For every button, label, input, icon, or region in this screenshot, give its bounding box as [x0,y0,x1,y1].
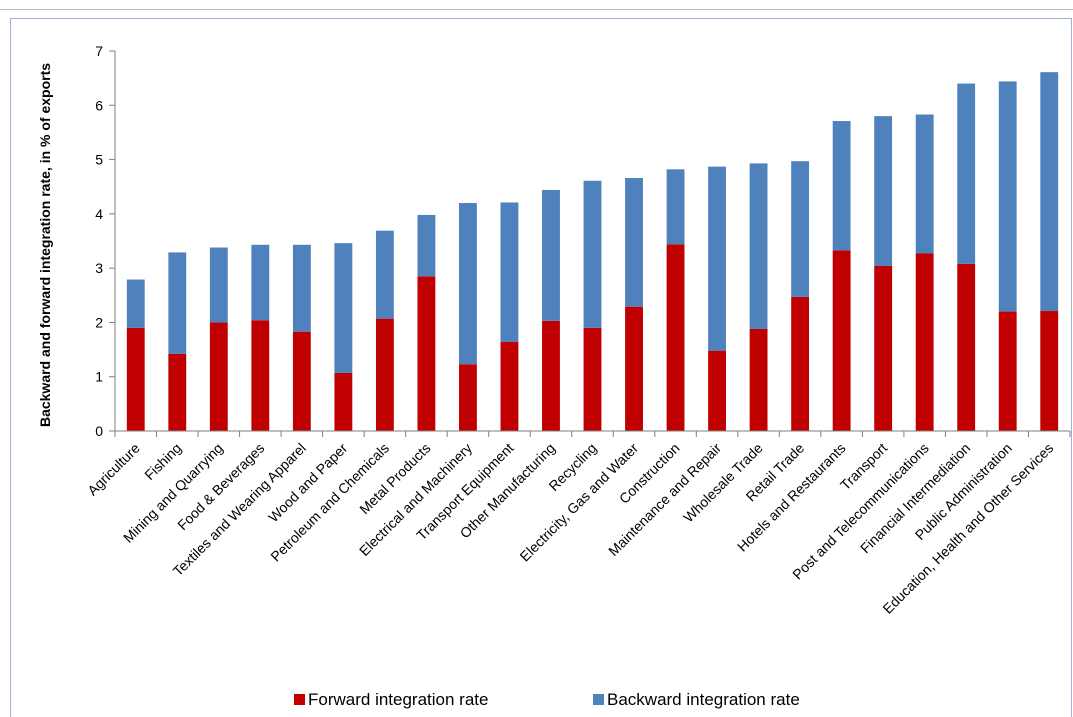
y-axis-label: Backward and forward integration rate, i… [37,63,53,427]
bar-backward [251,244,270,321]
bar-backward [998,81,1017,312]
legend-swatch-backward [593,694,604,705]
bar-forward [375,318,394,431]
bar-backward [542,189,560,321]
bar-backward [417,214,436,277]
y-tick-label: 0 [95,423,103,439]
bar-forward [749,328,768,431]
bar-backward [375,230,394,319]
axes [114,51,1071,437]
bar-forward [708,350,726,431]
legend-label-forward: Forward integration rate [308,690,488,709]
bar-backward [583,180,602,328]
bar-backward [749,163,768,329]
bar-forward [915,253,934,431]
bar-forward [957,263,976,431]
chart-frame [10,18,1072,717]
bar-backward [209,247,228,323]
bar-backward [126,279,145,328]
bar-backward [708,166,726,351]
bar-forward [1040,311,1059,431]
bar-forward [874,265,893,431]
bar-backward [168,252,187,354]
y-tick-label: 2 [95,314,103,330]
top-rule [0,0,1073,10]
bar-forward [832,250,851,431]
bar-forward [168,353,187,431]
bar-backward [334,243,353,373]
category-label: Agriculture [84,440,143,499]
legend: Forward integration rate Backward integra… [294,690,800,709]
bar-backward [791,161,810,297]
bar-forward [791,296,810,431]
bar-backward [1040,72,1059,312]
y-tick-label: 4 [95,206,103,222]
bar-backward [915,114,934,254]
bar-backward [459,203,477,365]
y-tick-label: 7 [95,43,103,59]
bar-backward [957,83,976,264]
bar-forward [542,320,560,431]
bar-forward [334,372,353,431]
bar-forward [998,311,1017,431]
bar-backward [666,169,685,245]
bar-forward [459,364,477,431]
legend-label-backward: Backward integration rate [607,690,800,709]
bar-forward [625,306,643,431]
bars [126,72,1059,431]
bar-backward [500,202,519,342]
bar-backward [874,116,893,266]
bar-forward [666,244,685,431]
y-axis-ticks: 0 1 2 3 4 5 6 7 [95,43,115,439]
y-tick-label: 5 [95,152,103,168]
bar-forward [209,322,228,431]
bar-forward [583,327,602,431]
y-tick-label: 6 [95,97,103,113]
bar-forward [126,327,145,431]
legend-swatch-forward [294,694,305,705]
bar-backward [625,178,643,307]
bar-forward [292,331,311,431]
y-tick-label: 3 [95,260,103,276]
bar-backward [832,121,851,251]
bar-backward [292,244,311,332]
bar-forward [251,320,270,431]
y-tick-label: 1 [95,369,103,385]
bar-forward [417,276,436,431]
bar-forward [500,341,519,431]
